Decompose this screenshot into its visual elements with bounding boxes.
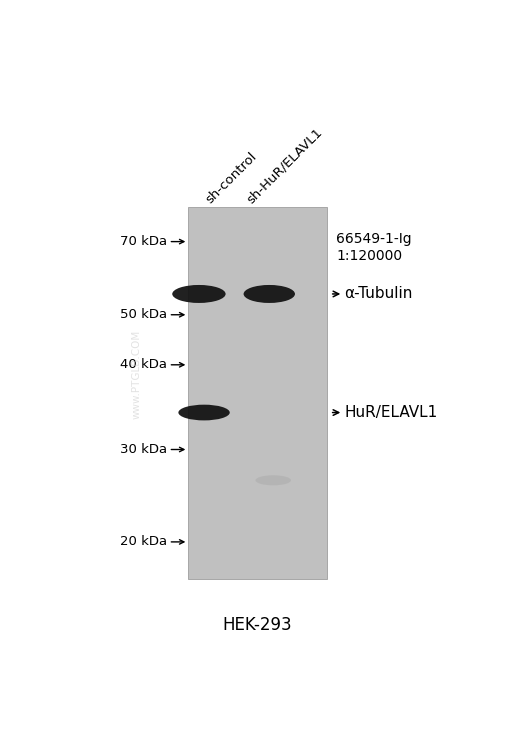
Ellipse shape — [243, 285, 294, 303]
Text: 20 kDa: 20 kDa — [120, 535, 167, 548]
Bar — [188, 207, 326, 579]
Text: 50 kDa: 50 kDa — [120, 308, 167, 321]
Text: HuR/ELAVL1: HuR/ELAVL1 — [344, 405, 437, 420]
Text: 40 kDa: 40 kDa — [120, 358, 167, 372]
Text: 70 kDa: 70 kDa — [120, 235, 167, 248]
Ellipse shape — [172, 285, 225, 303]
Text: 1:120000: 1:120000 — [336, 249, 402, 263]
Ellipse shape — [178, 404, 229, 420]
Text: www.PTGLB.COM: www.PTGLB.COM — [132, 330, 142, 419]
Text: sh-HuR/ELAVL1: sh-HuR/ELAVL1 — [244, 125, 324, 206]
Text: sh-control: sh-control — [203, 150, 259, 206]
Ellipse shape — [255, 475, 291, 485]
Text: 30 kDa: 30 kDa — [120, 443, 167, 456]
Text: α-Tubulin: α-Tubulin — [344, 286, 412, 301]
Text: 66549-1-Ig: 66549-1-Ig — [336, 232, 411, 246]
Text: HEK-293: HEK-293 — [222, 616, 292, 634]
